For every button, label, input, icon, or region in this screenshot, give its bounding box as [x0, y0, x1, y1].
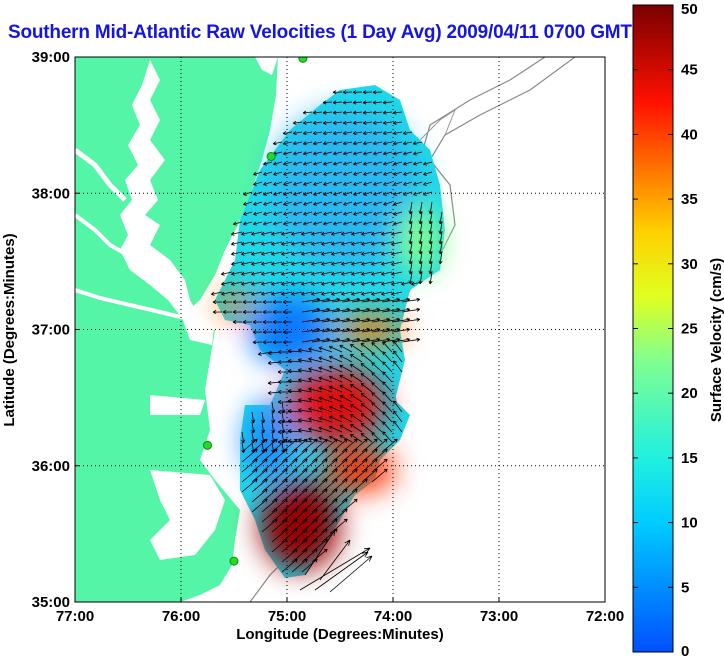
pamlico-sound [150, 470, 225, 560]
speed-zone-northeast [398, 205, 442, 275]
delaware-bay [255, 57, 278, 75]
x-tick-label: 73:00 [480, 608, 518, 625]
x-tick-label: 77:00 [56, 608, 94, 625]
colorbar-label: Surface Velocity (cm/s) [708, 258, 724, 422]
colorbar-tick-label: 45 [681, 62, 698, 79]
rappahannock-river [75, 213, 129, 257]
speed-zone-north [270, 110, 420, 270]
chesapeake-bay [120, 60, 200, 322]
radar-station-marker [298, 57, 308, 63]
bathymetry-contour [419, 108, 457, 141]
radar-station-marker [203, 440, 212, 450]
x-tick-label: 74:00 [374, 608, 412, 625]
colorbar-tick-label: 20 [681, 385, 698, 402]
y-tick-label: 37:00 [32, 322, 70, 339]
colorbar-tick-label: 35 [681, 191, 698, 208]
speed-zone-central [285, 367, 385, 443]
colorbar-tick-label: 10 [681, 515, 698, 532]
velocity-field [211, 85, 445, 593]
x-axis-label: Longitude (Degrees:Minutes) [236, 626, 444, 643]
colorbar-tick-label: 25 [681, 321, 698, 338]
albemarle-sound [150, 395, 205, 415]
radar-stations [203, 57, 308, 566]
colorbar-tick-label: 5 [681, 579, 689, 596]
colorbar-tick-label: 50 [681, 1, 698, 18]
colorbar [632, 4, 674, 653]
long-velocity-arrows [299, 529, 373, 593]
x-tick-label: 72:00 [586, 608, 624, 625]
x-tick-label: 76:00 [162, 608, 200, 625]
radar-station-marker [266, 151, 276, 161]
colorbar-tick-label: 15 [681, 450, 698, 467]
x-axis-ticks: 77:00 76:00 75:00 74:00 73:00 72:00 [56, 597, 624, 625]
bathymetry-contour [429, 57, 576, 256]
potomac-river [75, 148, 127, 202]
y-tick-label: 38:00 [32, 185, 70, 202]
y-tick-label: 35:00 [32, 594, 70, 611]
velocity-vectors [211, 90, 443, 593]
velocity-arrows [211, 90, 443, 573]
colorbar-tick-label: 0 [681, 643, 689, 659]
y-axis-label: Latitude (Degrees:Minutes) [1, 233, 18, 426]
y-tick-label: 39:00 [32, 49, 70, 66]
y-tick-label: 36:00 [32, 458, 70, 475]
grid-lines [75, 57, 605, 602]
x-tick-label: 75:00 [268, 608, 306, 625]
colorbar-tick-label: 40 [681, 126, 698, 143]
chesapeake-mouth [180, 312, 215, 345]
y-axis-ticks: 39:00 38:00 37:00 36:00 35:00 [32, 49, 80, 611]
map-title: Southern Mid-Atlantic Raw Velocities (1 … [8, 22, 632, 43]
speed-zone-southwest [245, 400, 295, 480]
speed-zone-jet [335, 316, 405, 344]
radar-station-marker [229, 556, 239, 566]
colorbar-tick-label: 30 [681, 256, 698, 273]
colorbar-ticks: 0 5 10 15 20 25 30 35 40 45 50 [633, 1, 698, 659]
speed-zone-west-mouth [220, 290, 250, 320]
james-river [75, 288, 186, 320]
speed-zone-southeast [325, 448, 395, 492]
speed-zone-mouth [250, 295, 330, 365]
